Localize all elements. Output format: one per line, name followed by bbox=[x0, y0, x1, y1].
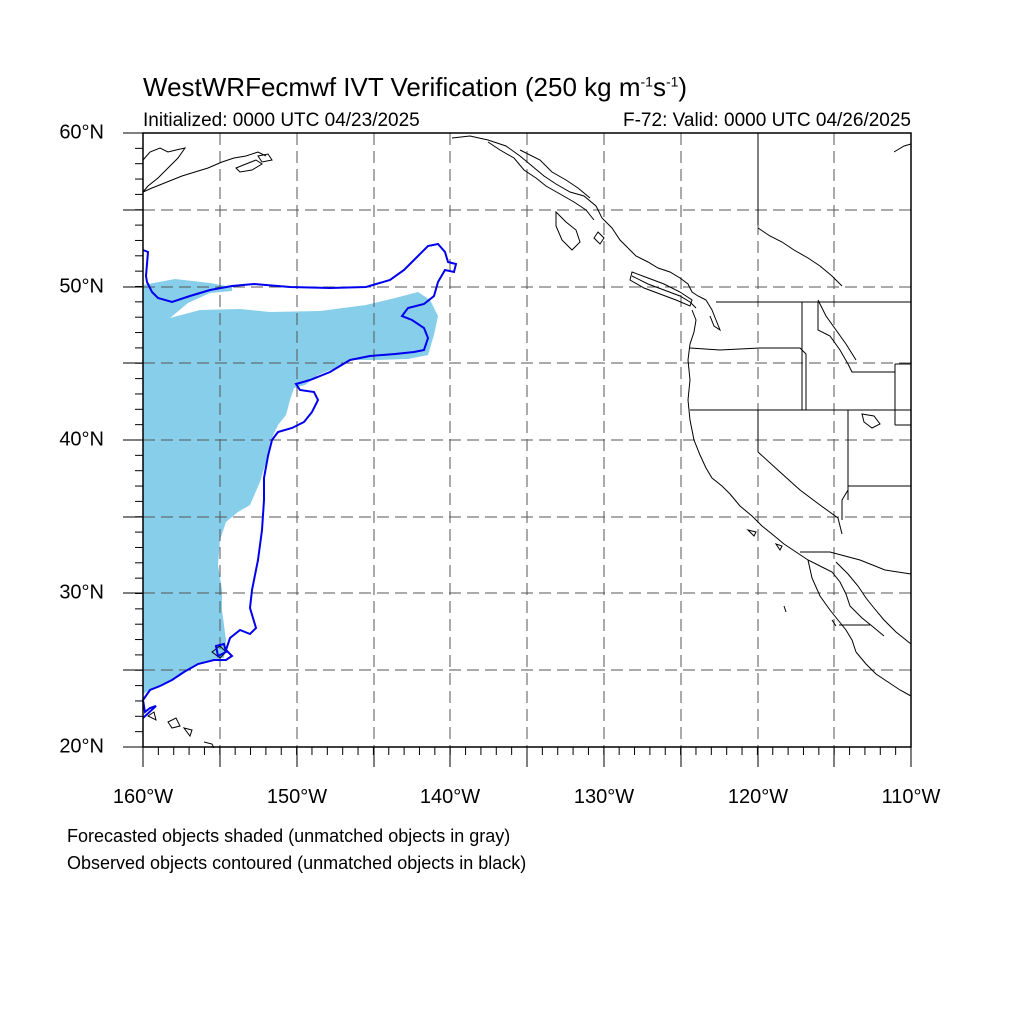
lat-label-30n: 30°N bbox=[59, 581, 104, 604]
lon-label-130w: 130°W bbox=[573, 786, 635, 808]
lon-label-160w: 160°W bbox=[112, 786, 174, 808]
forecast-ivt-object bbox=[143, 279, 438, 694]
lon-label-140w: 140°W bbox=[419, 786, 481, 808]
caption-observed: Observed objects contoured (unmatched ob… bbox=[67, 853, 527, 873]
political-borders bbox=[689, 133, 912, 626]
observed-ivt-contour bbox=[141, 242, 458, 719]
lat-label-60n: 60°N bbox=[59, 121, 104, 144]
coastlines bbox=[142, 135, 912, 749]
lat-label-50n: 50°N bbox=[59, 275, 104, 298]
caption-forecast: Forecasted objects shaded (unmatched obj… bbox=[67, 826, 511, 846]
lon-label-150w: 150°W bbox=[266, 786, 328, 808]
lon-label-120w: 120°W bbox=[727, 786, 789, 808]
lat-label-40n: 40°N bbox=[59, 428, 104, 451]
lon-label-110w: 110°W bbox=[881, 786, 941, 808]
map-title: WestWRFecmwf IVT Verification (250 kg m-… bbox=[143, 72, 688, 102]
valid-time-label: F-72: Valid: 0000 UTC 04/26/2025 bbox=[623, 110, 911, 131]
graticule bbox=[143, 133, 911, 747]
minor-ticks bbox=[135, 132, 912, 755]
lat-label-20n: 20°N bbox=[59, 735, 104, 758]
init-time-label: Initialized: 0000 UTC 04/23/2025 bbox=[143, 110, 420, 131]
observed-ivt-contour-island bbox=[214, 642, 228, 658]
